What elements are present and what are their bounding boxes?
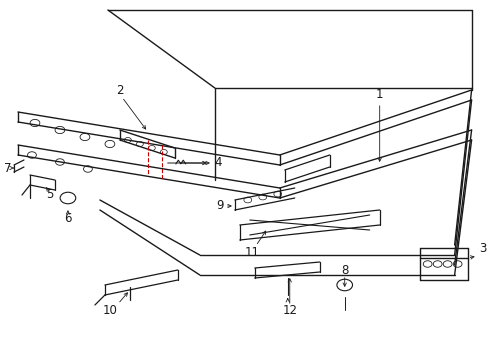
Text: 4: 4 xyxy=(214,157,222,170)
Text: 1: 1 xyxy=(375,89,383,102)
Text: 12: 12 xyxy=(282,303,297,316)
Text: 6: 6 xyxy=(64,211,72,225)
Text: 3: 3 xyxy=(479,242,486,255)
Text: 9: 9 xyxy=(216,198,223,212)
Text: 11: 11 xyxy=(244,246,259,258)
Text: 10: 10 xyxy=(102,303,117,316)
Text: 2: 2 xyxy=(116,84,123,96)
Text: 8: 8 xyxy=(340,264,347,276)
Text: 7: 7 xyxy=(4,162,12,175)
Text: 5: 5 xyxy=(46,189,54,202)
